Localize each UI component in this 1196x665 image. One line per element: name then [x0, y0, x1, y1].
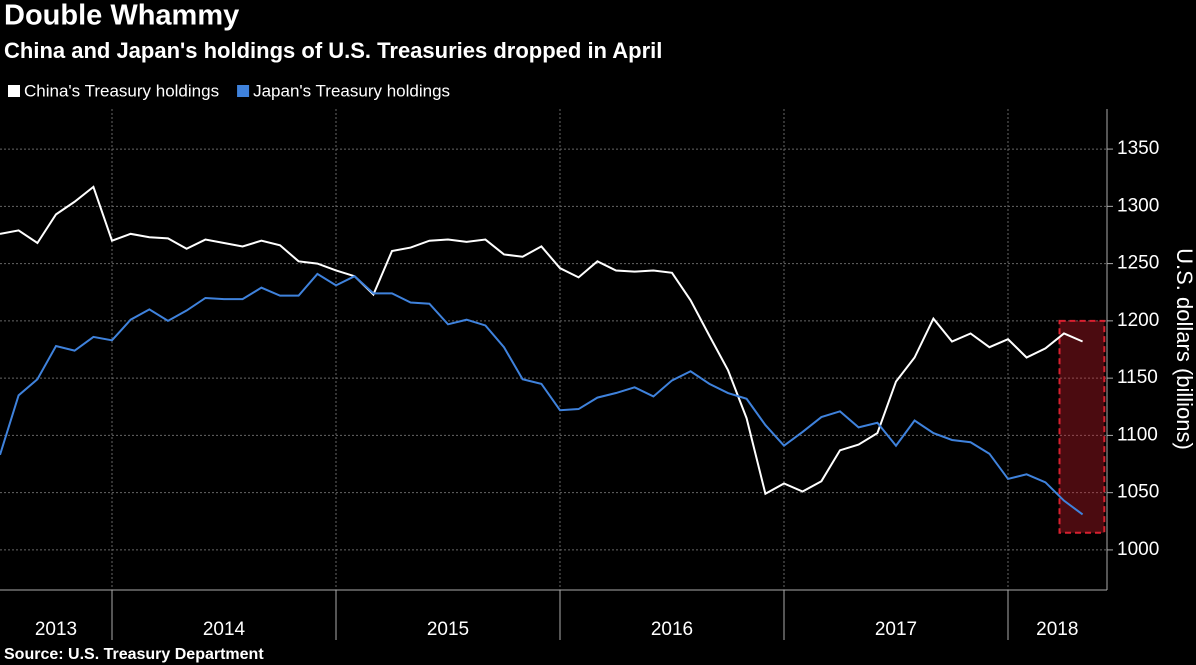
y-tick-label: 1150 — [1117, 367, 1158, 388]
y-tick-label: 1200 — [1117, 310, 1159, 331]
y-tick-label: 1300 — [1117, 195, 1159, 216]
legend-swatch — [8, 85, 20, 97]
x-tick-label: 2013 — [35, 619, 77, 640]
x-tick-label: 2018 — [1036, 619, 1078, 640]
y-tick-label: 1000 — [1117, 539, 1159, 560]
source: Source: U.S. Treasury Department — [4, 646, 264, 663]
line-series — [0, 272, 1084, 516]
legend-label: Japan's Treasury holdings — [253, 81, 450, 100]
legend-swatch — [237, 85, 250, 97]
y-tick-label: 1100 — [1117, 424, 1158, 445]
x-tick-label: 2015 — [427, 619, 469, 640]
line-series — [0, 185, 1083, 496]
y-axis-label: U.S. dollars (billions) — [1172, 248, 1196, 450]
y-tick-label: 1250 — [1117, 253, 1159, 274]
chart-subtitle: China and Japan's holdings of U.S. Treas… — [4, 38, 662, 63]
y-tick-label: 1050 — [1117, 482, 1159, 503]
y-tick-label: 1350 — [1117, 138, 1159, 159]
chart-title: Double Whammy — [4, 0, 239, 32]
x-tick-label: 2014 — [203, 619, 246, 640]
highlight-box — [1058, 319, 1106, 534]
x-tick-label: 2016 — [651, 619, 693, 640]
x-tick-label: 2017 — [875, 619, 917, 640]
legend-label: China's Treasury holdings — [24, 81, 219, 100]
